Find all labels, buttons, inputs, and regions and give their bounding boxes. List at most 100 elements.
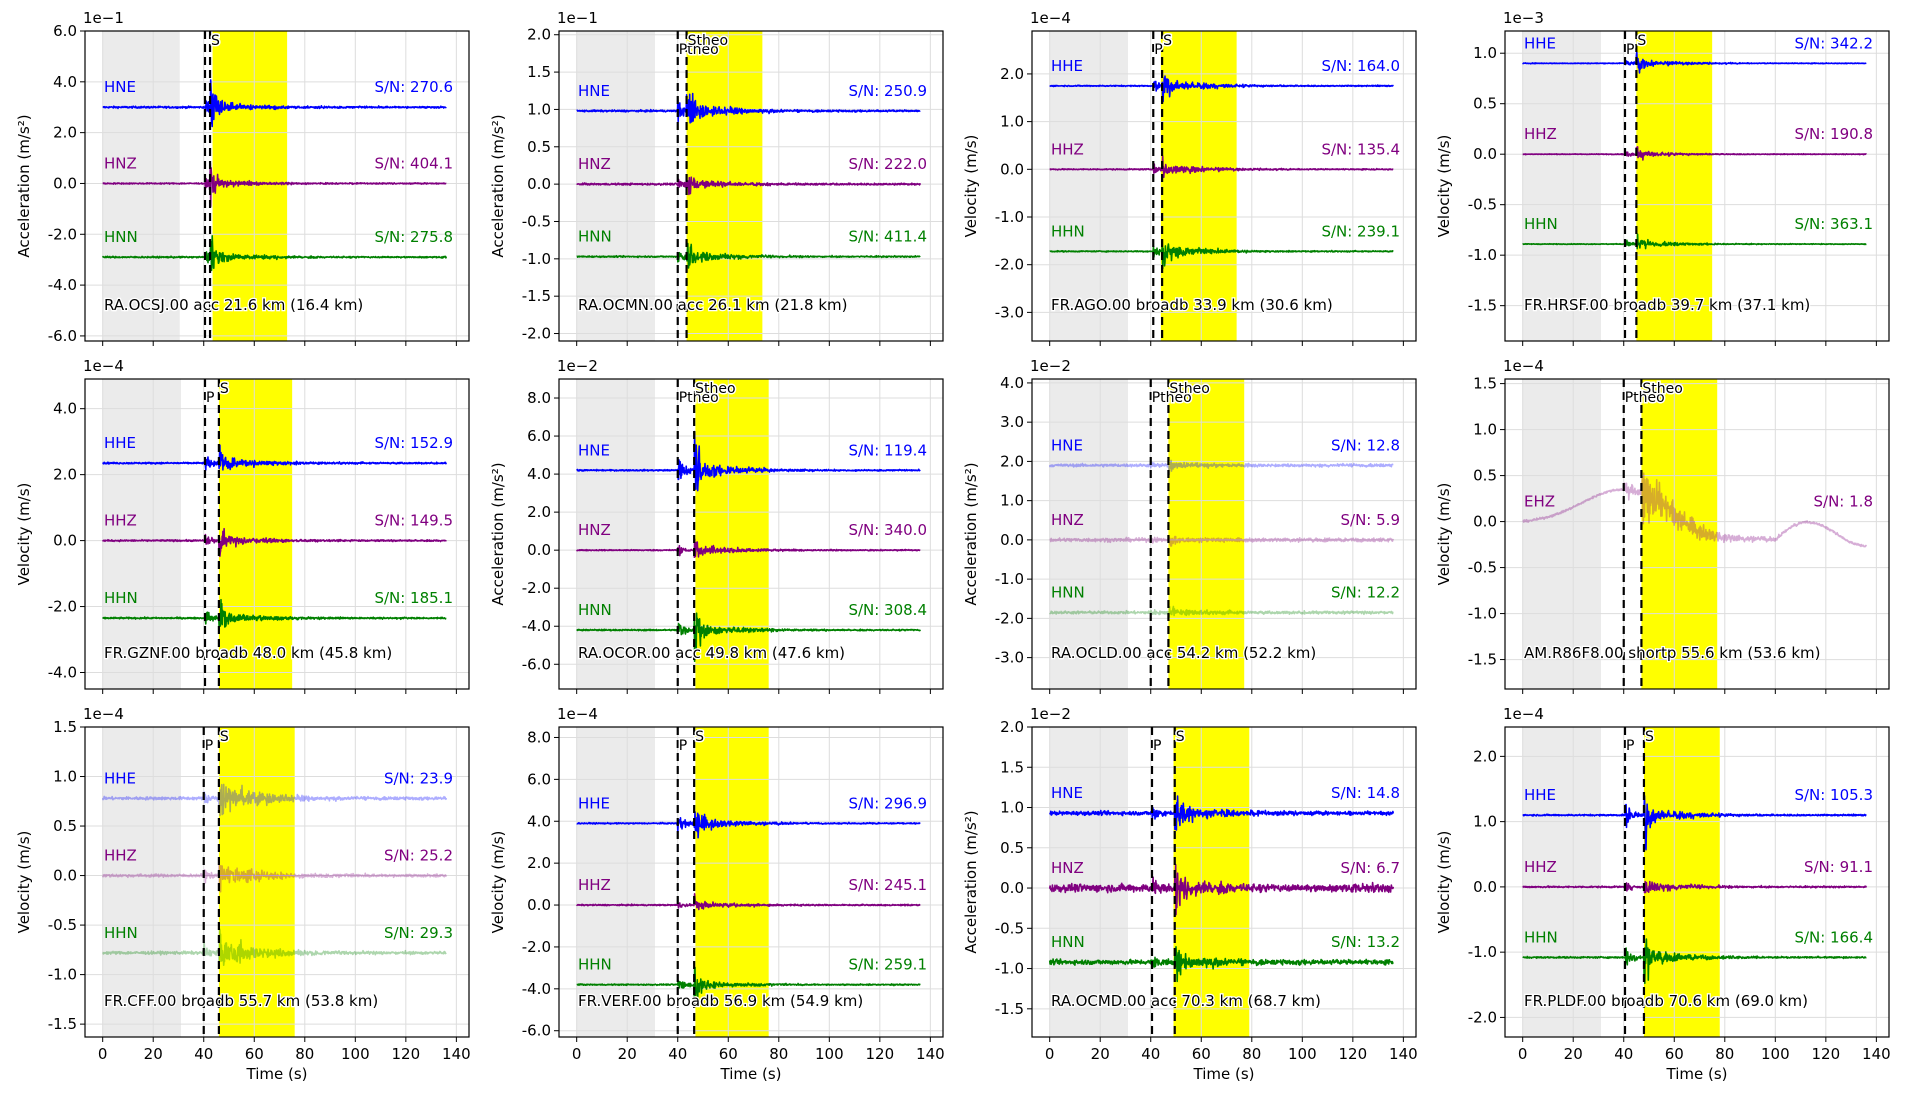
y-axis-label: Acceleration (m/s²) (962, 810, 980, 953)
channel-label: HHN (104, 924, 138, 942)
channel-label: HNZ (1051, 859, 1084, 877)
sn-label: S/N: 29.3 (384, 924, 453, 942)
trace-hnz (576, 538, 921, 559)
y-tick-label: 1.0 (1473, 44, 1497, 62)
y-tick-label: 0.5 (1473, 95, 1497, 113)
traces (576, 430, 922, 663)
y-axis-label: Velocity (m/s) (962, 135, 980, 238)
x-tick-label: 100 (1761, 1045, 1790, 1063)
noise-window (102, 379, 181, 689)
x-tick-label: 0 (1518, 1045, 1528, 1063)
y-tick-label: -2.0 (48, 225, 77, 243)
trace-hhz (576, 892, 921, 911)
x-tick-label: 20 (1564, 1045, 1583, 1063)
sn-label: S/N: 23.9 (384, 769, 453, 787)
s-pick-label: S (220, 381, 229, 397)
sn-label: S/N: 411.4 (848, 228, 927, 246)
y-axis-label: Acceleration (m/s²) (15, 114, 33, 257)
x-tick-label: 40 (668, 1045, 687, 1063)
trace-hnn (576, 612, 922, 663)
noise-window (576, 379, 655, 689)
traces (101, 783, 448, 967)
station-label: RA.OCLD.00 acc 54.2 km (52.2 km) (1051, 644, 1316, 662)
noise-window (1522, 727, 1601, 1037)
x-tick-label: 0 (572, 1045, 582, 1063)
y-tick-label: -4.0 (522, 980, 551, 998)
plot-frame (1504, 726, 1890, 1038)
subplot-9: HHE S/N: 23.9 HHZ S/N: 25.2 HHN S/N: 29.3 PS FR… (15, 705, 471, 1083)
trace-hne (576, 92, 921, 124)
y-tick-label: 0.0 (1473, 513, 1497, 531)
channel-label: EHZ (1524, 493, 1555, 511)
x-tick-label: 80 (295, 1045, 314, 1063)
x-tick-label: 100 (1288, 1045, 1317, 1063)
signal-window (212, 31, 288, 341)
trace-hhe (102, 444, 448, 471)
y-axis-label: Velocity (m/s) (15, 483, 33, 586)
y-tick-label: 1.0 (1000, 492, 1024, 510)
channel-label: HNE (1051, 436, 1083, 454)
y-tick-label: -0.5 (995, 919, 1024, 937)
p-pick-label: P (1153, 738, 1161, 754)
axis-multiplier: 1e−4 (1030, 9, 1071, 27)
subplot-10: HHE S/N: 296.9 HHZ S/N: 245.1 HHN S/N: 259.1 P… (489, 705, 945, 1083)
signal-window (1168, 379, 1245, 689)
p-pick-label: P (679, 738, 687, 754)
noise-window (102, 31, 180, 341)
channel-label: HNN (578, 228, 612, 246)
trace-hne (1049, 795, 1395, 831)
axis-multiplier: 1e−4 (1503, 705, 1544, 723)
signal-window (695, 727, 769, 1037)
sn-label: S/N: 91.1 (1804, 858, 1873, 876)
y-tick-label: 6.0 (53, 22, 77, 40)
y-tick-label: -1.0 (1468, 943, 1497, 961)
channel-label: HNE (578, 82, 610, 100)
y-tick-label: -6.0 (48, 327, 77, 345)
axis-multiplier: 1e−1 (83, 9, 124, 27)
y-tick-label: 3.0 (1000, 413, 1024, 431)
y-axis-label: Velocity (m/s) (1435, 135, 1453, 238)
x-tick-label: 60 (1192, 1045, 1211, 1063)
plot-frame (1031, 378, 1417, 690)
y-tick-label: 8.0 (527, 728, 551, 746)
signal-window (218, 727, 295, 1037)
y-tick-label: 1.0 (1000, 799, 1024, 817)
trace-hhe (576, 811, 921, 839)
channel-label: HHE (1051, 57, 1083, 75)
sn-label: S/N: 270.6 (374, 78, 453, 96)
y-tick-label: -0.5 (1468, 196, 1497, 214)
channel-label: HNN (578, 601, 612, 619)
y-tick-label: 2.0 (1000, 452, 1024, 470)
y-tick-label: -2.0 (48, 598, 77, 616)
s-pick-label: Stheo (1642, 381, 1682, 397)
x-tick-label: 120 (1812, 1045, 1841, 1063)
y-axis-label: Velocity (m/s) (489, 831, 507, 934)
x-tick-label: 100 (815, 1045, 844, 1063)
sn-label: S/N: 149.5 (374, 512, 453, 530)
channel-label: HHN (104, 589, 138, 607)
y-tick-label: 0.0 (53, 174, 77, 192)
sn-label: S/N: 190.8 (1794, 125, 1873, 143)
y-tick-label: 2.0 (53, 124, 77, 142)
trace-hnz (1048, 863, 1395, 916)
channel-label: HHE (578, 794, 610, 812)
channel-label: HHZ (104, 512, 137, 530)
y-tick-label: 6.0 (527, 427, 551, 445)
trace-hhe (1522, 794, 1867, 851)
y-tick-label: 1.0 (1473, 813, 1497, 831)
station-label: FR.GZNF.00 broadb 48.0 km (45.8 km) (104, 644, 392, 662)
y-tick-label: 1.5 (53, 718, 77, 736)
plot-frame (558, 378, 944, 690)
y-tick-label: -2.0 (995, 256, 1024, 274)
axis-multiplier: 1e−4 (557, 705, 598, 723)
trace-hhe (1522, 51, 1867, 74)
y-tick-label: 0.5 (527, 138, 551, 156)
y-tick-label: 0.5 (1473, 467, 1497, 485)
y-tick-label: 0.0 (527, 896, 551, 914)
channel-label: HHZ (1051, 140, 1084, 158)
y-tick-label: 2.0 (527, 503, 551, 521)
subplot-12: HHE S/N: 105.3 HHZ S/N: 91.1 HHN S/N: 166.4 PS… (1435, 705, 1891, 1083)
sn-label: S/N: 308.4 (848, 601, 927, 619)
